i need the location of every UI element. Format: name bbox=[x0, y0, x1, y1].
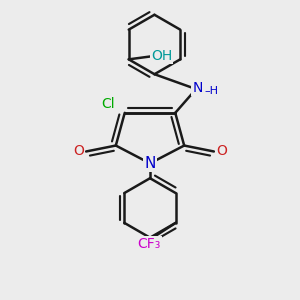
Text: –H: –H bbox=[205, 85, 218, 96]
Text: Cl: Cl bbox=[102, 97, 115, 111]
Text: N: N bbox=[144, 156, 156, 171]
Text: O: O bbox=[73, 145, 84, 158]
Text: N: N bbox=[192, 81, 203, 94]
Text: O: O bbox=[216, 145, 227, 158]
Text: OH: OH bbox=[151, 50, 172, 63]
Text: CF₃: CF₃ bbox=[137, 237, 161, 250]
